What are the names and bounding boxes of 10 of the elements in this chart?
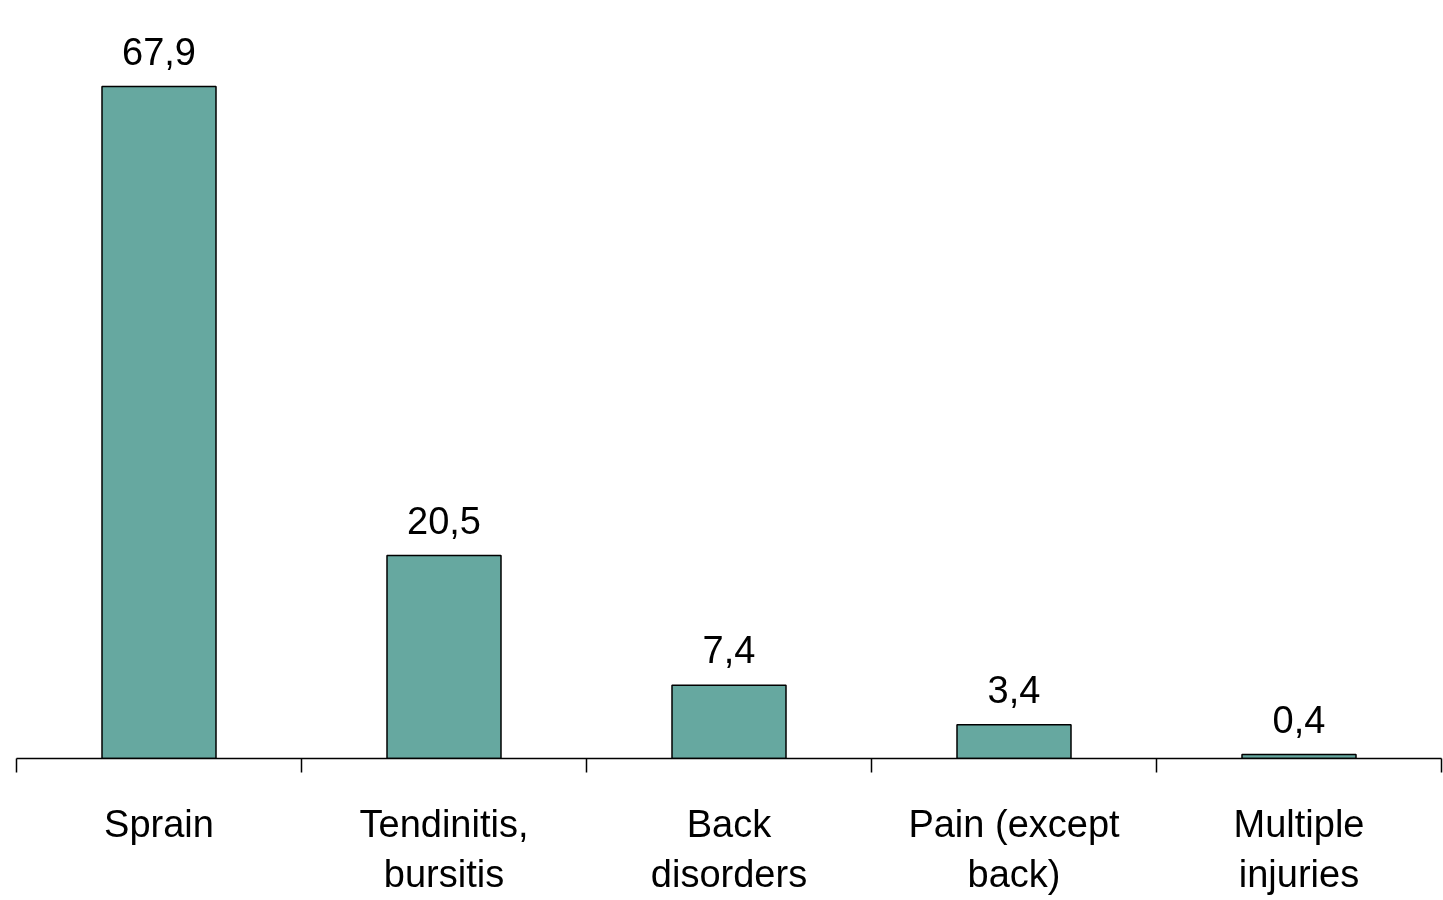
x-tick-label: Multiple injuries (1233, 802, 1365, 895)
x-tick-label: Back disorders (650, 802, 808, 895)
x-tick-label: Tendinitis, bursitis (359, 802, 529, 895)
data-label: 67,9 (122, 30, 196, 73)
data-label: 3,4 (987, 668, 1041, 711)
x-tick-label: Pain (except back) (908, 802, 1121, 895)
data-label: 0,4 (1272, 698, 1326, 741)
x-tick-label: Sprain (104, 802, 214, 845)
data-label: 7,4 (702, 629, 756, 672)
data-label: 20,5 (407, 499, 481, 542)
